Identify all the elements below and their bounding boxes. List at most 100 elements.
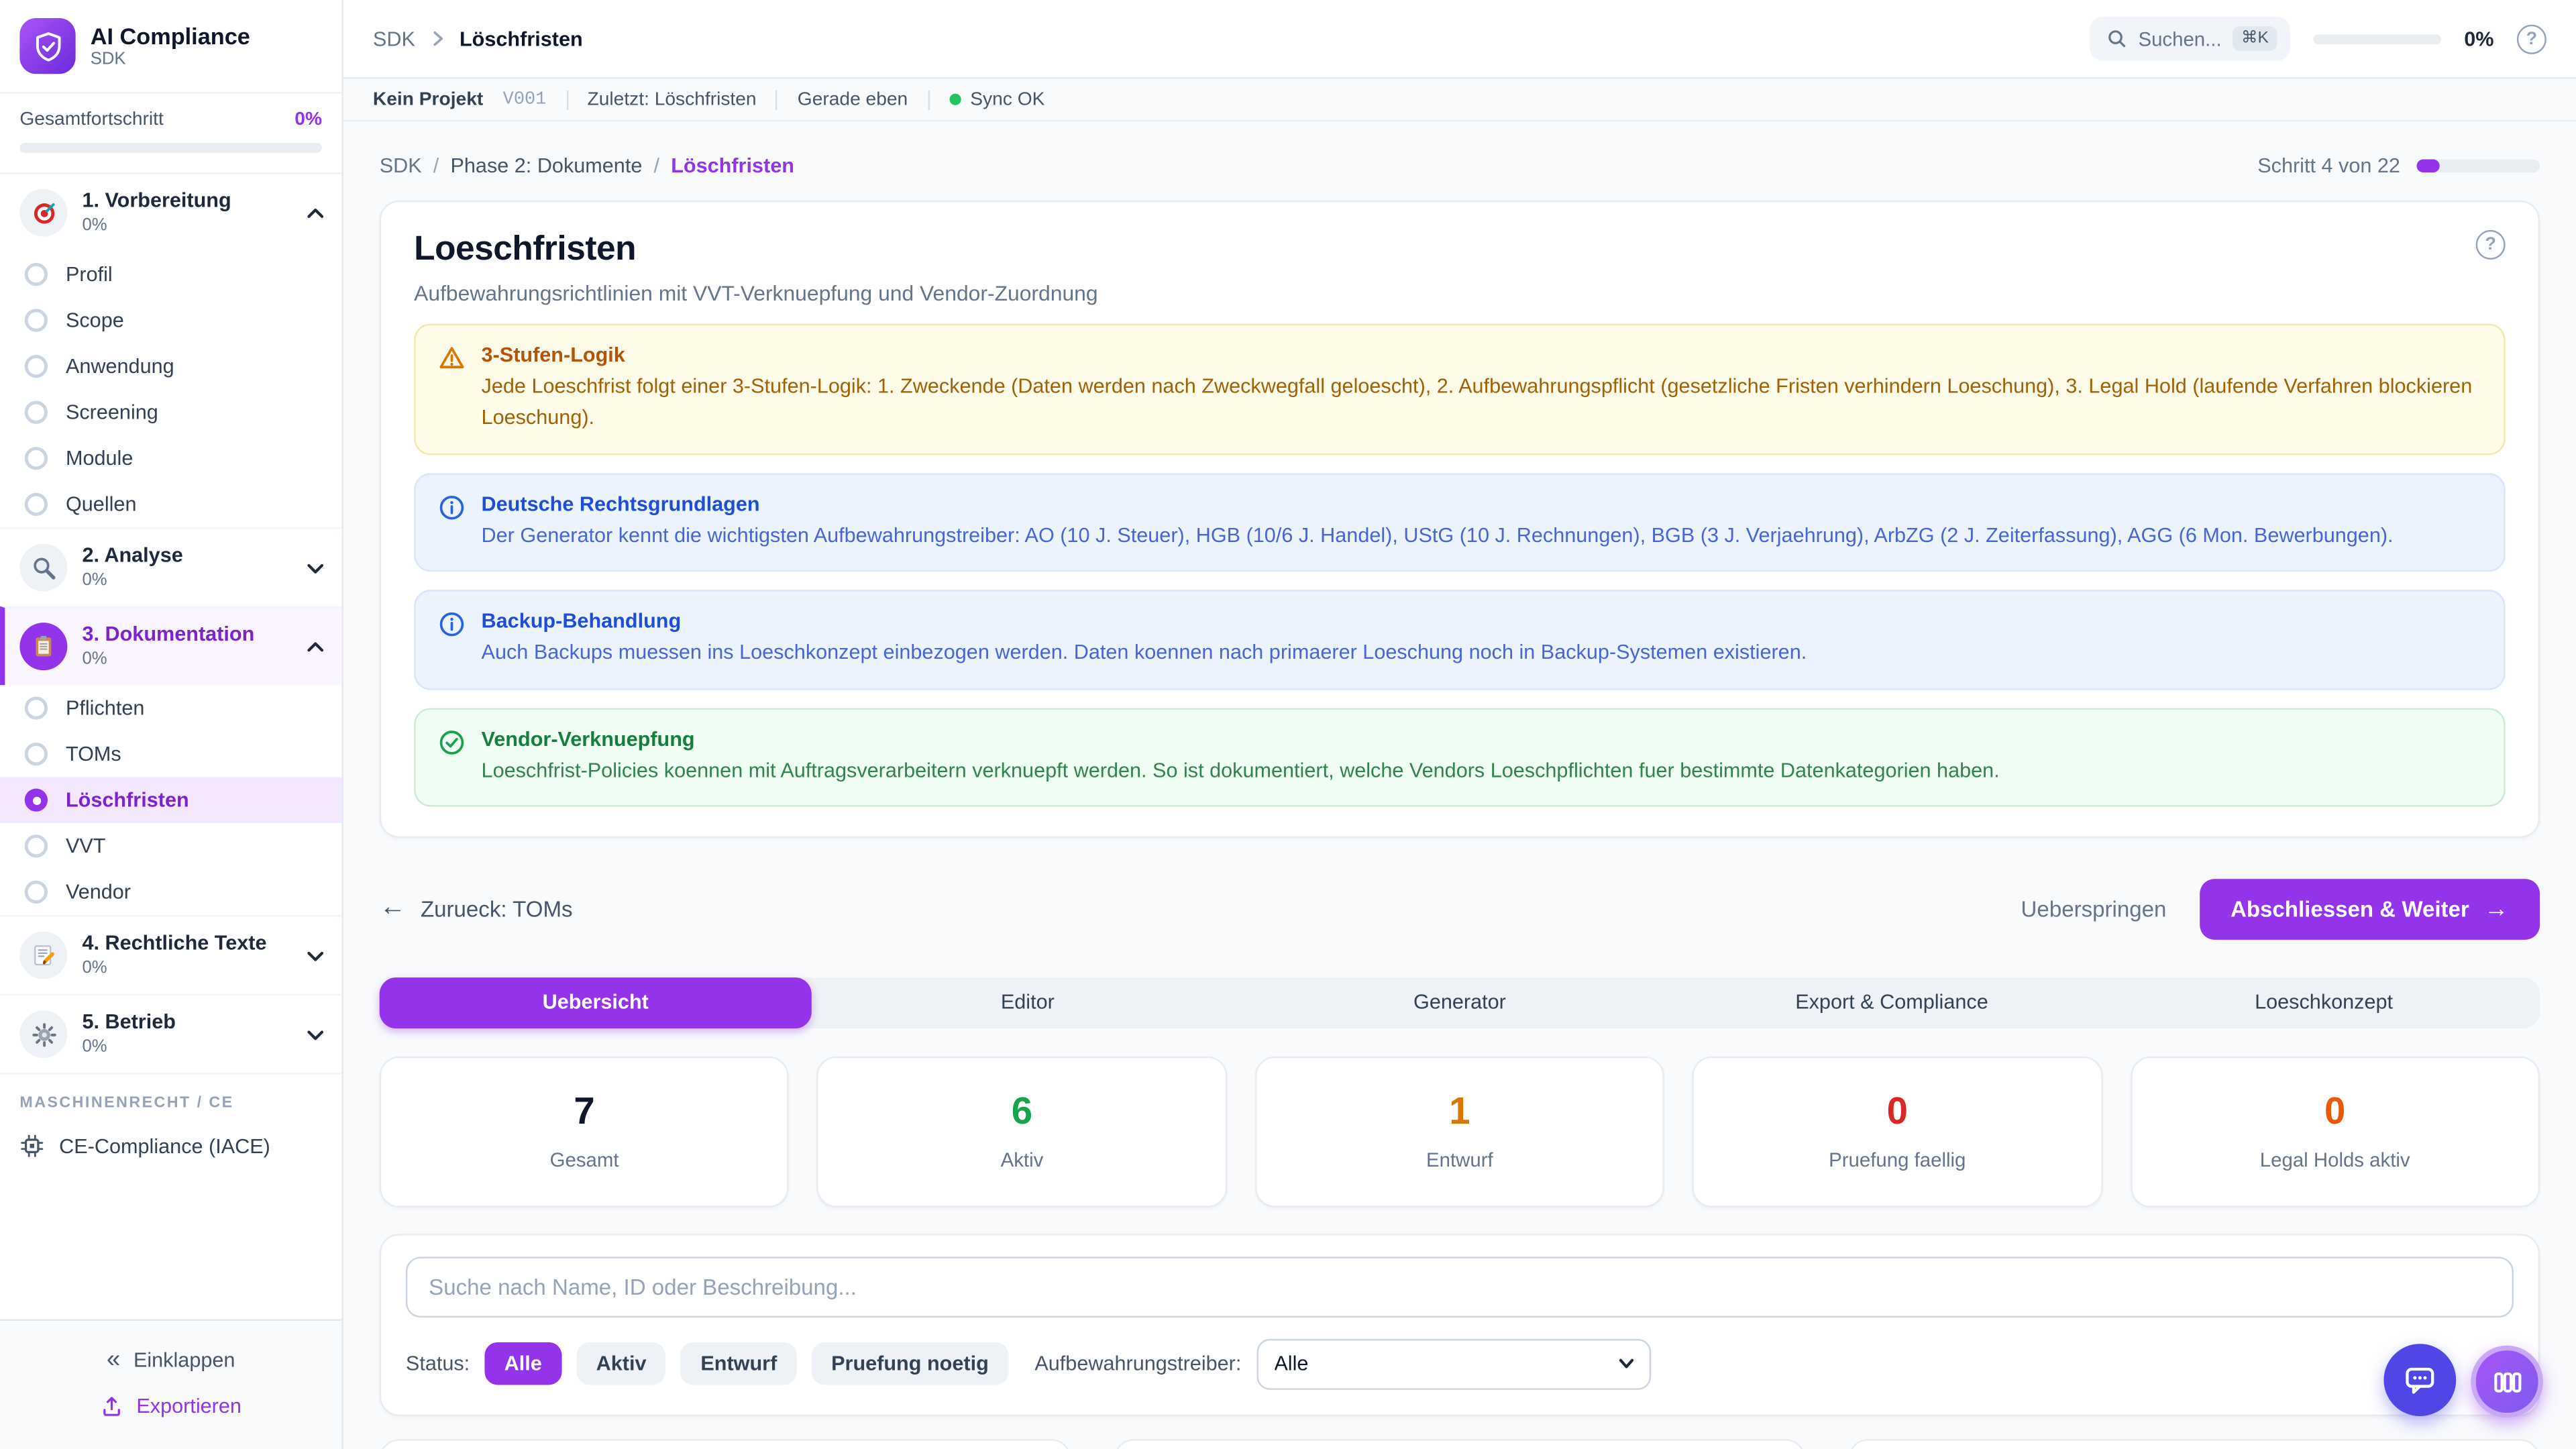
policy-card-grid <box>379 1439 2540 1449</box>
tab-generator[interactable]: Generator <box>1413 991 1506 1014</box>
tab-uebersicht[interactable]: Uebersicht <box>379 977 812 1028</box>
stat-label: Pruefung faellig <box>1829 1148 1966 1171</box>
policy-card[interactable] <box>1848 1439 2540 1449</box>
alert-3-stufen-logik: 3-Stufen-Logik Jede Loeschfrist folgt ei… <box>414 323 2506 455</box>
sidebar-item-quellen[interactable]: Quellen <box>0 482 341 528</box>
help-icon[interactable]: ? <box>2516 23 2546 54</box>
overall-progress: Gesamtfortschritt 0% <box>0 94 342 174</box>
sidebar-item-pflichten[interactable]: Pflichten <box>0 685 341 731</box>
stat-label: Gesamt <box>549 1148 619 1171</box>
back-button[interactable]: ← Zurueck: TOMs <box>380 894 573 924</box>
driver-filter-label: Aufbewahrungstreiber: <box>1034 1352 1242 1376</box>
sidebar-section-rechtliche-texte[interactable]: 4. Rechtliche Texte 0% <box>0 915 342 994</box>
policy-search-input[interactable] <box>405 1256 2514 1318</box>
chevron-down-icon <box>307 951 324 961</box>
skip-button[interactable]: Ueberspringen <box>2021 896 2167 922</box>
wizard-actions: ← Zurueck: TOMs Ueberspringen Abschliess… <box>380 878 2540 940</box>
status-filter-aktiv[interactable]: Aktiv <box>576 1342 666 1386</box>
radio-icon <box>24 400 48 424</box>
sidebar-section-dokumentation[interactable]: 3. Dokumentation 0% <box>0 606 342 686</box>
policy-card[interactable] <box>1114 1439 1806 1449</box>
breadcrumb-sdk[interactable]: SDK <box>379 154 422 178</box>
sidebar-item-screening[interactable]: Screening <box>0 389 341 435</box>
sidebar-item-vendor[interactable]: Vendor <box>0 869 341 916</box>
topbar-breadcrumb-root[interactable]: SDK <box>372 27 415 50</box>
radio-icon <box>24 696 48 720</box>
status-filter-entwurf[interactable]: Entwurf <box>680 1342 797 1386</box>
sync-ok-dot-icon <box>949 93 961 105</box>
sidebar-item-profil[interactable]: Profil <box>0 252 341 298</box>
info-icon <box>439 495 464 519</box>
sidebar-item-loeschfristen[interactable]: Löschfristen <box>0 777 342 823</box>
alert-body: Der Generator kennt die wichtigsten Aufb… <box>481 523 2394 547</box>
alert-vendor-verknuepfung: Vendor-Verknuepfung Loeschfrist-Policies… <box>414 707 2506 807</box>
status-filter-pruefung-noetig[interactable]: Pruefung noetig <box>811 1342 1009 1386</box>
app-name: AI Compliance <box>90 22 250 49</box>
stat-legal-holds: 0 Legal Holds aktiv <box>2130 1056 2540 1208</box>
stat-value: 1 <box>1449 1089 1470 1132</box>
app-logo <box>19 17 76 74</box>
clipboard-icon <box>19 623 68 671</box>
driver-select[interactable]: Alle <box>1256 1338 1651 1390</box>
section-label: 3. Dokumentation <box>82 623 255 646</box>
board-view-button[interactable] <box>2471 1345 2544 1418</box>
stat-aktiv: 6 Aktiv <box>817 1056 1227 1208</box>
alert-body: Auch Backups muessen ins Loeschkonzept e… <box>481 641 1807 664</box>
sidebar-item-ce-compliance[interactable]: CE-Compliance (IACE) <box>0 1120 341 1175</box>
status-filter-alle[interactable]: Alle <box>484 1342 562 1386</box>
radio-icon <box>24 354 48 378</box>
complete-next-button[interactable]: Abschliessen & Weiter → <box>2199 878 2540 940</box>
divider <box>775 89 778 109</box>
collapse-sidebar-button[interactable]: « Einklappen <box>106 1345 235 1374</box>
last-saved-time: Gerade eben <box>797 89 908 109</box>
info-icon <box>439 612 464 637</box>
page-content: SDK / Phase 2: Dokumente / Löschfristen … <box>343 121 2576 1449</box>
stat-entwurf: 1 Entwurf <box>1254 1056 1665 1208</box>
sidebar-item-toms[interactable]: TOMs <box>0 731 341 777</box>
section-label: 4. Rechtliche Texte <box>82 931 267 955</box>
chevron-up-icon <box>307 641 324 651</box>
sidebar-item-module[interactable]: Module <box>0 435 341 482</box>
sidebar-item-anwendung[interactable]: Anwendung <box>0 343 341 390</box>
status-filter-label: Status: <box>405 1352 470 1376</box>
sidebar-group-label: MASCHINENRECHT / CE <box>0 1073 342 1120</box>
chat-assistant-button[interactable] <box>2383 1344 2457 1417</box>
sidebar-section-vorbereitung[interactable]: 1. Vorbereitung 0% <box>0 174 341 252</box>
step-label: Schritt 4 von 22 <box>2257 154 2400 178</box>
section-label: 2. Analyse <box>82 543 183 568</box>
stat-label: Aktiv <box>1000 1148 1044 1171</box>
sidebar-section-analyse[interactable]: 2. Analyse 0% <box>0 527 342 606</box>
header-progress-value: 0% <box>2464 27 2494 50</box>
global-search-button[interactable]: Suchen... ⌘K <box>2088 16 2290 61</box>
arrow-left-icon: ← <box>379 894 406 922</box>
topbar: SDK Löschfristen Suchen... ⌘K 0% ? <box>343 0 2576 79</box>
sidebar-item-scope[interactable]: Scope <box>0 297 341 343</box>
stat-value: 0 <box>1886 1089 1908 1132</box>
memo-icon <box>19 931 68 979</box>
radio-icon <box>24 880 48 904</box>
card-help-icon[interactable]: ? <box>2475 229 2506 260</box>
driver-select-wrap: Alle <box>1256 1338 1651 1390</box>
search-placeholder: Suchen... <box>2138 27 2222 50</box>
step-progress-bar <box>2416 159 2540 173</box>
sidebar: AI Compliance SDK Gesamtfortschritt 0% 1… <box>0 0 343 1449</box>
tab-loeschkonzept[interactable]: Loeschkonzept <box>2255 991 2394 1014</box>
alert-title: Deutsche Rechtsgrundlagen <box>481 492 760 516</box>
radio-icon <box>24 262 48 286</box>
policy-card[interactable] <box>379 1439 1071 1449</box>
tab-export-compliance[interactable]: Export & Compliance <box>1795 991 1988 1014</box>
sidebar-section-betrieb[interactable]: 5. Betrieb 0% <box>0 994 342 1073</box>
tab-editor[interactable]: Editor <box>1000 991 1055 1014</box>
radio-icon <box>24 492 48 516</box>
chevron-right-icon <box>433 31 443 46</box>
section-percent: 0% <box>82 648 107 669</box>
keyboard-shortcut-badge: ⌘K <box>2233 26 2277 51</box>
breadcrumb-phase[interactable]: Phase 2: Dokumente <box>450 154 643 178</box>
magnifier-icon <box>19 543 68 592</box>
sidebar-item-vvt[interactable]: VVT <box>0 823 341 869</box>
chevron-down-icon <box>307 563 324 573</box>
export-button[interactable]: Exportieren <box>0 1383 341 1430</box>
project-name: Kein Projekt <box>372 89 484 109</box>
search-icon <box>2108 30 2125 48</box>
